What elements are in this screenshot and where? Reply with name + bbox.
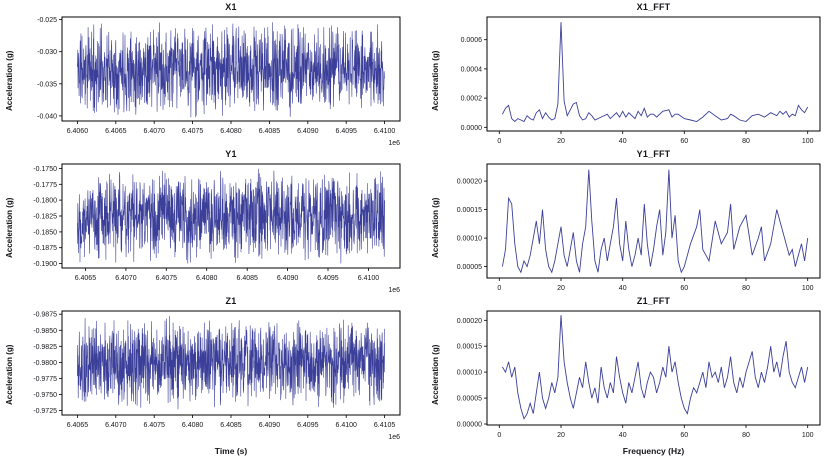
plot-area: 0 20 40 60 80 100 0.00005 0.00010 0.00015 0.00020	[457, 163, 821, 292]
svg-text:100: 100	[802, 432, 814, 439]
svg-text:-0.1800: -0.1800	[33, 198, 57, 205]
svg-text:100: 100	[802, 285, 814, 292]
svg-text:60: 60	[680, 432, 688, 439]
svg-text:0.0004: 0.0004	[461, 66, 483, 73]
svg-text:80: 80	[742, 285, 750, 292]
svg-text:6.4090: 6.4090	[277, 275, 299, 282]
svg-text:6.4070: 6.4070	[143, 128, 165, 135]
svg-text:6.4065: 6.4065	[75, 275, 97, 282]
svg-text:6.4085: 6.4085	[259, 128, 281, 135]
svg-text:-0.9775: -0.9775	[33, 376, 57, 383]
plot-area: 0 20 40 60 80 100 0.0000 0.0002 0.0004 0.0006	[461, 16, 821, 145]
svg-text:-0.040: -0.040	[37, 113, 57, 120]
svg-text:0.00015: 0.00015	[457, 344, 482, 351]
svg-text:0: 0	[497, 285, 501, 292]
panel-z1-fft: Z1_FFT Acceleration (g) 0 20 40 60 80 100 0.00…	[415, 294, 830, 460]
svg-text:80: 80	[742, 432, 750, 439]
svg-text:6.4095: 6.4095	[335, 128, 357, 135]
plot-area: 6.4065 6.4070 6.4075 6.4080 6.4085 6.4090 6.40…	[33, 310, 401, 441]
svg-text:40: 40	[619, 138, 627, 145]
svg-text:-0.9850: -0.9850	[33, 328, 57, 335]
svg-text:60: 60	[680, 285, 688, 292]
svg-text:6.4090: 6.4090	[259, 422, 281, 429]
plot-area: 0 20 40 60 80 100 0.00000 0.00005 0.00010 0.00015…	[457, 310, 821, 439]
svg-text:60: 60	[680, 138, 688, 145]
svg-text:6.4065: 6.4065	[67, 422, 89, 429]
svg-text:0.0000: 0.0000	[461, 125, 483, 132]
svg-text:-0.025: -0.025	[37, 17, 57, 24]
svg-text:-0.9875: -0.9875	[33, 312, 57, 319]
svg-text:0.00020: 0.00020	[457, 179, 482, 186]
svg-text:6.4085: 6.4085	[236, 275, 258, 282]
svg-text:0.00020: 0.00020	[457, 318, 482, 325]
chart-title: X1	[225, 2, 237, 12]
svg-text:6.4070: 6.4070	[105, 422, 127, 429]
svg-text:80: 80	[742, 138, 750, 145]
svg-text:6.4080: 6.4080	[220, 128, 242, 135]
svg-text:1e6: 1e6	[388, 434, 400, 441]
plot-area: 6.4060 6.4065 6.4070 6.4075 6.4080 6.4085 6.40…	[37, 16, 401, 147]
chart-title: X1_FFT	[636, 2, 671, 12]
svg-text:6.4100: 6.4100	[374, 128, 396, 135]
svg-text:6.4105: 6.4105	[374, 422, 396, 429]
svg-text:100: 100	[802, 138, 814, 145]
svg-text:-0.1750: -0.1750	[33, 166, 57, 173]
panel-y1-time: Y1 Acceleration (g) 6.4065 6.4070 6.4075 6.…	[0, 147, 415, 294]
svg-text:20: 20	[557, 432, 565, 439]
svg-text:6.4095: 6.4095	[297, 422, 319, 429]
svg-text:0.00005: 0.00005	[457, 264, 482, 271]
chart-title: Z1	[225, 296, 237, 306]
svg-text:1e6: 1e6	[388, 140, 400, 147]
svg-text:6.4100: 6.4100	[335, 422, 357, 429]
svg-text:0.00000: 0.00000	[457, 422, 482, 429]
svg-text:-0.1850: -0.1850	[33, 229, 57, 236]
svg-text:20: 20	[557, 285, 565, 292]
svg-text:0.00015: 0.00015	[457, 207, 482, 214]
svg-text:-0.9725: -0.9725	[33, 408, 57, 415]
svg-text:6.4070: 6.4070	[115, 275, 137, 282]
panel-z1-time: Z1 Acceleration (g) 6.4065 6.4070 6.4075 6.…	[0, 294, 415, 460]
svg-text:6.4075: 6.4075	[156, 275, 178, 282]
chart-title: Y1_FFT	[636, 149, 671, 159]
svg-text:6.4095: 6.4095	[317, 275, 339, 282]
svg-text:6.4090: 6.4090	[297, 128, 319, 135]
svg-text:-0.1900: -0.1900	[33, 261, 57, 268]
svg-text:6.4100: 6.4100	[358, 275, 380, 282]
svg-text:6.4080: 6.4080	[196, 275, 218, 282]
svg-text:1e6: 1e6	[388, 287, 400, 294]
panel-y1-fft: Y1_FFT Acceleration (g) 0 20 40 60 80 100 0.00…	[415, 147, 830, 294]
svg-text:6.4060: 6.4060	[67, 128, 89, 135]
svg-text:6.4085: 6.4085	[220, 422, 242, 429]
svg-text:-0.1775: -0.1775	[33, 182, 57, 189]
plot-area: 6.4065 6.4070 6.4075 6.4080 6.4085 6.4090 6.40…	[33, 163, 401, 294]
svg-text:0.00010: 0.00010	[457, 370, 482, 377]
svg-text:40: 40	[619, 432, 627, 439]
x-axis-label: Time (s)	[214, 446, 248, 456]
svg-text:0.00010: 0.00010	[457, 236, 482, 243]
chart-title: Z1_FFT	[636, 296, 671, 306]
svg-text:-0.030: -0.030	[37, 49, 57, 56]
svg-text:6.4065: 6.4065	[105, 128, 127, 135]
svg-text:6.4075: 6.4075	[143, 422, 165, 429]
svg-text:0: 0	[497, 138, 501, 145]
svg-text:-0.9750: -0.9750	[33, 392, 57, 399]
chart-title: Y1	[225, 149, 237, 159]
svg-text:20: 20	[557, 138, 565, 145]
svg-text:0.0006: 0.0006	[461, 37, 483, 44]
svg-text:-0.1875: -0.1875	[33, 245, 57, 252]
svg-text:40: 40	[619, 285, 627, 292]
svg-text:0.0002: 0.0002	[461, 96, 483, 103]
panel-x1-time: X1 Acceleration (g) 6.4060 6.4065 6.4070 6.…	[0, 0, 415, 147]
svg-text:6.4075: 6.4075	[182, 128, 204, 135]
svg-text:-0.1825: -0.1825	[33, 214, 57, 221]
panel-x1-fft: X1_FFT Acceleration (g) 0 20 40 60 80 100 0.00…	[415, 0, 830, 147]
svg-text:-0.9800: -0.9800	[33, 360, 57, 367]
svg-text:-0.9825: -0.9825	[33, 344, 57, 351]
svg-text:0.00005: 0.00005	[457, 396, 482, 403]
svg-text:6.4080: 6.4080	[182, 422, 204, 429]
x-axis-label: Frequency (Hz)	[622, 446, 685, 456]
svg-text:0: 0	[497, 432, 501, 439]
svg-text:-0.035: -0.035	[37, 81, 57, 88]
